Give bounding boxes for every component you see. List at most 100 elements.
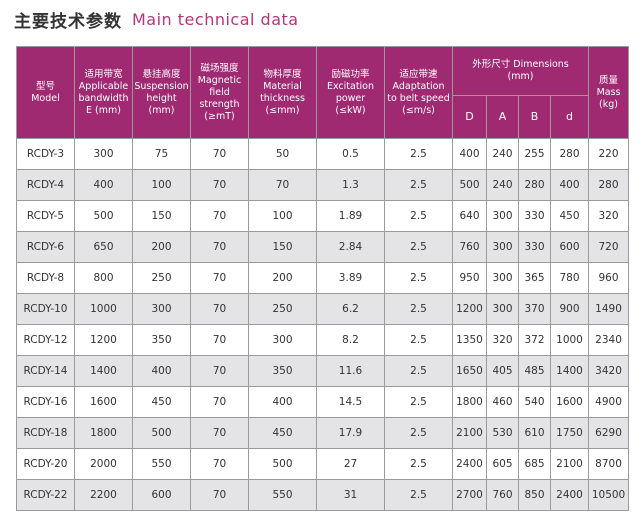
table-row: RCDY-10 1000 300 70 250 6.2 2.5 1200 300 370 900 14… [16, 293, 630, 325]
page-title: 主要技术参数 Main technical data [14, 4, 299, 34]
table-cell: 550 [248, 479, 317, 511]
table-cell: 14.5 [316, 386, 385, 418]
table-cell: 2.5 [384, 324, 453, 356]
table-cell: 31 [316, 479, 385, 511]
table-cell: 2700 [452, 479, 487, 511]
table-cell: 300 [248, 324, 317, 356]
table-cell: 300 [132, 293, 191, 325]
table-cell: 17.9 [316, 417, 385, 449]
table-cell: 1600 [549, 386, 590, 418]
table-cell: 610 [518, 417, 551, 449]
table-cell: 200 [132, 231, 191, 263]
table-cell: 2.5 [384, 231, 453, 263]
table-cell: 500 [74, 200, 133, 232]
table-cell: 70 [190, 417, 249, 449]
table-cell: 365 [518, 262, 551, 294]
table-cell: 2340 [588, 324, 630, 356]
model-cell: RCDY-10 [16, 293, 75, 325]
table-cell: 2.5 [384, 417, 453, 449]
table-cell: 300 [486, 231, 519, 263]
table-cell: 27 [316, 448, 385, 480]
table-cell: 2.84 [316, 231, 385, 263]
table-cell: 70 [190, 479, 249, 511]
table-cell: 760 [486, 479, 519, 511]
table-cell: 70 [190, 448, 249, 480]
model-cell: RCDY-3 [16, 138, 75, 170]
table-cell: 500 [132, 417, 191, 449]
table-cell: 300 [74, 138, 133, 170]
table-cell: 6.2 [316, 293, 385, 325]
table-cell: 2.5 [384, 448, 453, 480]
table-cell: 2100 [549, 448, 590, 480]
table-cell: 2400 [549, 479, 590, 511]
table-row: RCDY-12 1200 350 70 300 8.2 2.5 1350 320 372 1000 2… [16, 324, 630, 356]
table-cell: 240 [486, 138, 519, 170]
table-cell: 2.5 [384, 386, 453, 418]
table-cell: 8700 [588, 448, 630, 480]
table-cell: 280 [518, 169, 551, 201]
table-cell: 540 [518, 386, 551, 418]
table-row: RCDY-16 1600 450 70 400 14.5 2.5 1800 460 540 1600… [16, 386, 630, 418]
table-cell: 2.5 [384, 293, 453, 325]
table-cell: 2.5 [384, 200, 453, 232]
table-cell: 650 [74, 231, 133, 263]
table-cell: 0.5 [316, 138, 385, 170]
column-header-belt-speed: 适应带速 Adaptation to belt speed (≤m/s) [384, 46, 453, 139]
table-cell: 372 [518, 324, 551, 356]
table-cell: 150 [132, 200, 191, 232]
table-cell: 530 [486, 417, 519, 449]
table-cell: 1400 [74, 355, 133, 387]
table-cell: 640 [452, 200, 487, 232]
table-cell: 75 [132, 138, 191, 170]
table-cell: 600 [132, 479, 191, 511]
table-cell: 780 [549, 262, 590, 294]
table-cell: 3.89 [316, 262, 385, 294]
table-cell: 70 [190, 138, 249, 170]
table-cell: 50 [248, 138, 317, 170]
table-cell: 255 [518, 138, 551, 170]
subheader-dimension-d: d [549, 95, 590, 139]
model-cell: RCDY-20 [16, 448, 75, 480]
table-cell: 1750 [549, 417, 590, 449]
table-cell: 720 [588, 231, 630, 263]
table-cell: 100 [132, 169, 191, 201]
table-cell: 300 [486, 262, 519, 294]
table-cell: 330 [518, 200, 551, 232]
table-cell: 1000 [74, 293, 133, 325]
table-cell: 8.2 [316, 324, 385, 356]
table-cell: 2400 [452, 448, 487, 480]
model-cell: RCDY-18 [16, 417, 75, 449]
title-chinese: 主要技术参数 [14, 11, 122, 32]
table-cell: 605 [486, 448, 519, 480]
table-cell: 1.89 [316, 200, 385, 232]
table-cell: 250 [132, 262, 191, 294]
table-cell: 800 [74, 262, 133, 294]
table-cell: 500 [452, 169, 487, 201]
table-cell: 1650 [452, 355, 487, 387]
table-cell: 70 [190, 355, 249, 387]
column-header-suspension-height: 悬挂高度 Suspension height (mm) [132, 46, 191, 139]
column-header-magnetic-field: 磁场强度 Magnetic field strength (≥mT) [190, 46, 249, 139]
table-cell: 1400 [549, 355, 590, 387]
model-cell: RCDY-16 [16, 386, 75, 418]
table-cell: 1200 [74, 324, 133, 356]
table-cell: 400 [452, 138, 487, 170]
table-cell: 485 [518, 355, 551, 387]
table-cell: 320 [486, 324, 519, 356]
model-cell: RCDY-14 [16, 355, 75, 387]
table-cell: 240 [486, 169, 519, 201]
table-cell: 2200 [74, 479, 133, 511]
table-row: RCDY-4 400 100 70 70 1.3 2.5 500 240 280 400 280 [16, 169, 630, 201]
column-header-mass: 质量 Mass (kg) [588, 46, 630, 139]
column-header-excitation-power: 励磁功率 Excitation power (≤kW) [316, 46, 385, 139]
table-cell: 760 [452, 231, 487, 263]
table-cell: 450 [248, 417, 317, 449]
table-cell: 70 [190, 324, 249, 356]
table-body: RCDY-3 300 75 70 50 0.5 2.5 400 240 255 280 220 RCDY… [16, 138, 630, 511]
table-cell: 300 [486, 200, 519, 232]
table-cell: 950 [452, 262, 487, 294]
table-cell: 1800 [452, 386, 487, 418]
table-cell: 70 [248, 169, 317, 201]
table-cell: 370 [518, 293, 551, 325]
table-cell: 2.5 [384, 479, 453, 511]
